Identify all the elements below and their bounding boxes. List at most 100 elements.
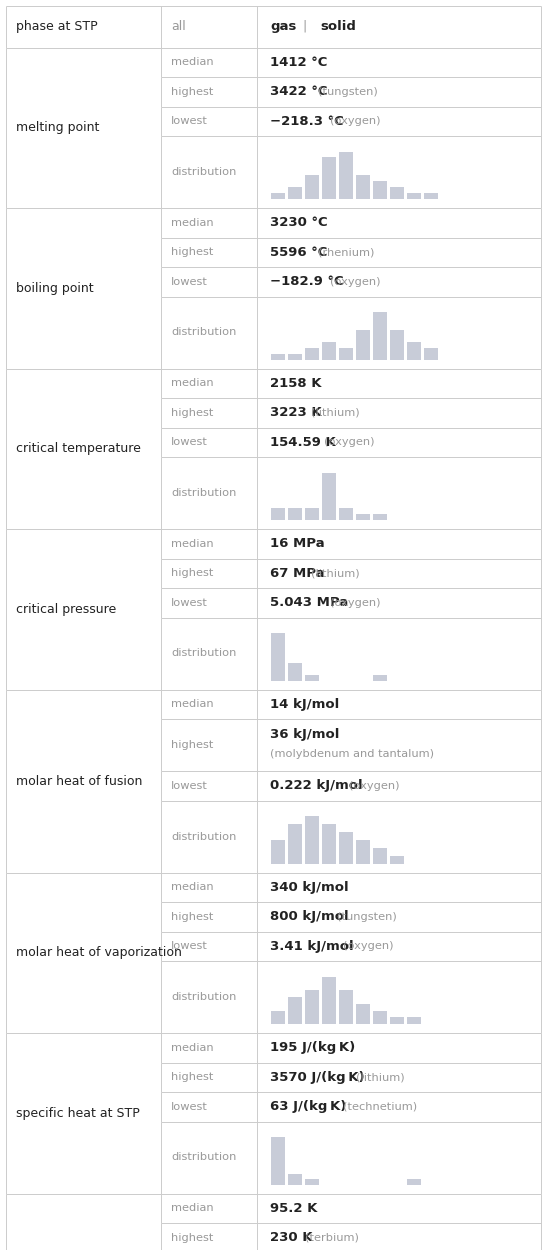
Text: highest: highest bbox=[171, 1072, 213, 1082]
Text: 14 kJ/mol: 14 kJ/mol bbox=[270, 698, 339, 711]
Text: 230 K: 230 K bbox=[270, 1231, 312, 1244]
Text: median: median bbox=[171, 539, 213, 549]
Text: distribution: distribution bbox=[171, 831, 236, 841]
Text: 5596 °C: 5596 °C bbox=[270, 246, 327, 259]
Bar bbox=[288, 662, 302, 680]
Text: (oxygen): (oxygen) bbox=[324, 438, 375, 448]
Text: (oxygen): (oxygen) bbox=[343, 941, 394, 951]
Text: distribution: distribution bbox=[171, 992, 236, 1002]
Text: 340 kJ/mol: 340 kJ/mol bbox=[270, 881, 348, 894]
Text: distribution: distribution bbox=[171, 649, 236, 659]
Bar bbox=[305, 1179, 319, 1185]
Bar bbox=[390, 188, 405, 199]
Text: 36 kJ/mol: 36 kJ/mol bbox=[270, 728, 339, 741]
Bar bbox=[373, 312, 387, 360]
Text: 3422 °C: 3422 °C bbox=[270, 85, 327, 99]
Text: lowest: lowest bbox=[171, 941, 208, 951]
Text: 0.222 kJ/mol: 0.222 kJ/mol bbox=[270, 779, 363, 792]
Text: median: median bbox=[171, 882, 213, 892]
Text: 3223 K: 3223 K bbox=[270, 406, 321, 419]
Text: highest: highest bbox=[171, 911, 213, 921]
Text: highest: highest bbox=[171, 569, 213, 579]
Text: 3.41 kJ/mol: 3.41 kJ/mol bbox=[270, 940, 353, 952]
Bar bbox=[271, 1138, 285, 1185]
Text: median: median bbox=[171, 379, 213, 389]
Text: median: median bbox=[171, 217, 213, 227]
Text: distribution: distribution bbox=[171, 328, 236, 338]
Text: highest: highest bbox=[171, 740, 213, 750]
Text: 63 J/(kg K): 63 J/(kg K) bbox=[270, 1100, 346, 1114]
Text: boiling point: boiling point bbox=[15, 281, 93, 295]
Text: solid: solid bbox=[321, 20, 357, 32]
Bar bbox=[407, 1017, 422, 1024]
Text: (oxygen): (oxygen) bbox=[330, 276, 381, 286]
Text: (oxygen): (oxygen) bbox=[330, 116, 381, 126]
Bar bbox=[305, 675, 319, 680]
Text: highest: highest bbox=[171, 408, 213, 418]
Bar bbox=[288, 824, 302, 864]
Bar bbox=[390, 1017, 405, 1024]
Bar bbox=[357, 330, 370, 360]
Bar bbox=[288, 188, 302, 199]
Bar bbox=[271, 840, 285, 864]
Bar bbox=[339, 151, 353, 199]
Text: median: median bbox=[171, 1204, 213, 1214]
Bar bbox=[373, 1010, 387, 1024]
Text: all: all bbox=[171, 20, 186, 32]
Bar bbox=[288, 998, 302, 1024]
Bar bbox=[357, 840, 370, 864]
Text: 5.043 MPa: 5.043 MPa bbox=[270, 596, 348, 609]
Bar bbox=[288, 1174, 302, 1185]
Text: lowest: lowest bbox=[171, 781, 208, 791]
Bar bbox=[424, 348, 438, 360]
Text: 95.2 K: 95.2 K bbox=[270, 1201, 317, 1215]
Text: (tungsten): (tungsten) bbox=[318, 86, 377, 96]
Bar bbox=[373, 514, 387, 520]
Text: (rhenium): (rhenium) bbox=[318, 248, 374, 258]
Bar bbox=[407, 341, 422, 360]
Text: melting point: melting point bbox=[15, 121, 99, 134]
Bar bbox=[339, 509, 353, 520]
Bar bbox=[322, 341, 336, 360]
Bar bbox=[407, 1179, 422, 1185]
Text: lowest: lowest bbox=[171, 116, 208, 126]
Text: 3230 °C: 3230 °C bbox=[270, 216, 327, 229]
Text: (oxygen): (oxygen) bbox=[349, 781, 400, 791]
Text: critical temperature: critical temperature bbox=[15, 442, 140, 455]
Bar bbox=[305, 509, 319, 520]
Text: lowest: lowest bbox=[171, 1101, 208, 1111]
Bar bbox=[271, 509, 285, 520]
Bar bbox=[271, 194, 285, 199]
Text: 195 J/(kg K): 195 J/(kg K) bbox=[270, 1041, 355, 1054]
Bar bbox=[322, 824, 336, 864]
Text: molar heat of fusion: molar heat of fusion bbox=[15, 775, 142, 788]
Text: highest: highest bbox=[171, 248, 213, 258]
Text: (tungsten): (tungsten) bbox=[337, 911, 396, 921]
Bar bbox=[322, 976, 336, 1024]
Bar bbox=[322, 158, 336, 199]
Text: (molybdenum and tantalum): (molybdenum and tantalum) bbox=[270, 749, 434, 759]
Bar bbox=[373, 675, 387, 680]
Text: (lithium): (lithium) bbox=[311, 569, 360, 579]
Bar bbox=[357, 175, 370, 199]
Text: 3570 J/(kg K): 3570 J/(kg K) bbox=[270, 1071, 364, 1084]
Text: specific heat at STP: specific heat at STP bbox=[15, 1106, 139, 1120]
Bar bbox=[288, 509, 302, 520]
Bar bbox=[305, 175, 319, 199]
Text: phase at STP: phase at STP bbox=[15, 20, 97, 32]
Text: (terbium): (terbium) bbox=[305, 1232, 359, 1242]
Text: median: median bbox=[171, 1042, 213, 1052]
Bar bbox=[373, 181, 387, 199]
Bar bbox=[407, 194, 422, 199]
Text: (oxygen): (oxygen) bbox=[330, 598, 381, 608]
Bar bbox=[357, 514, 370, 520]
Text: median: median bbox=[171, 699, 213, 709]
Bar bbox=[373, 848, 387, 864]
Text: highest: highest bbox=[171, 1232, 213, 1242]
Text: (technetium): (technetium) bbox=[343, 1101, 417, 1111]
Bar bbox=[305, 990, 319, 1024]
Text: critical pressure: critical pressure bbox=[15, 602, 116, 616]
Bar bbox=[305, 348, 319, 360]
Bar bbox=[271, 1010, 285, 1024]
Bar bbox=[322, 472, 336, 520]
